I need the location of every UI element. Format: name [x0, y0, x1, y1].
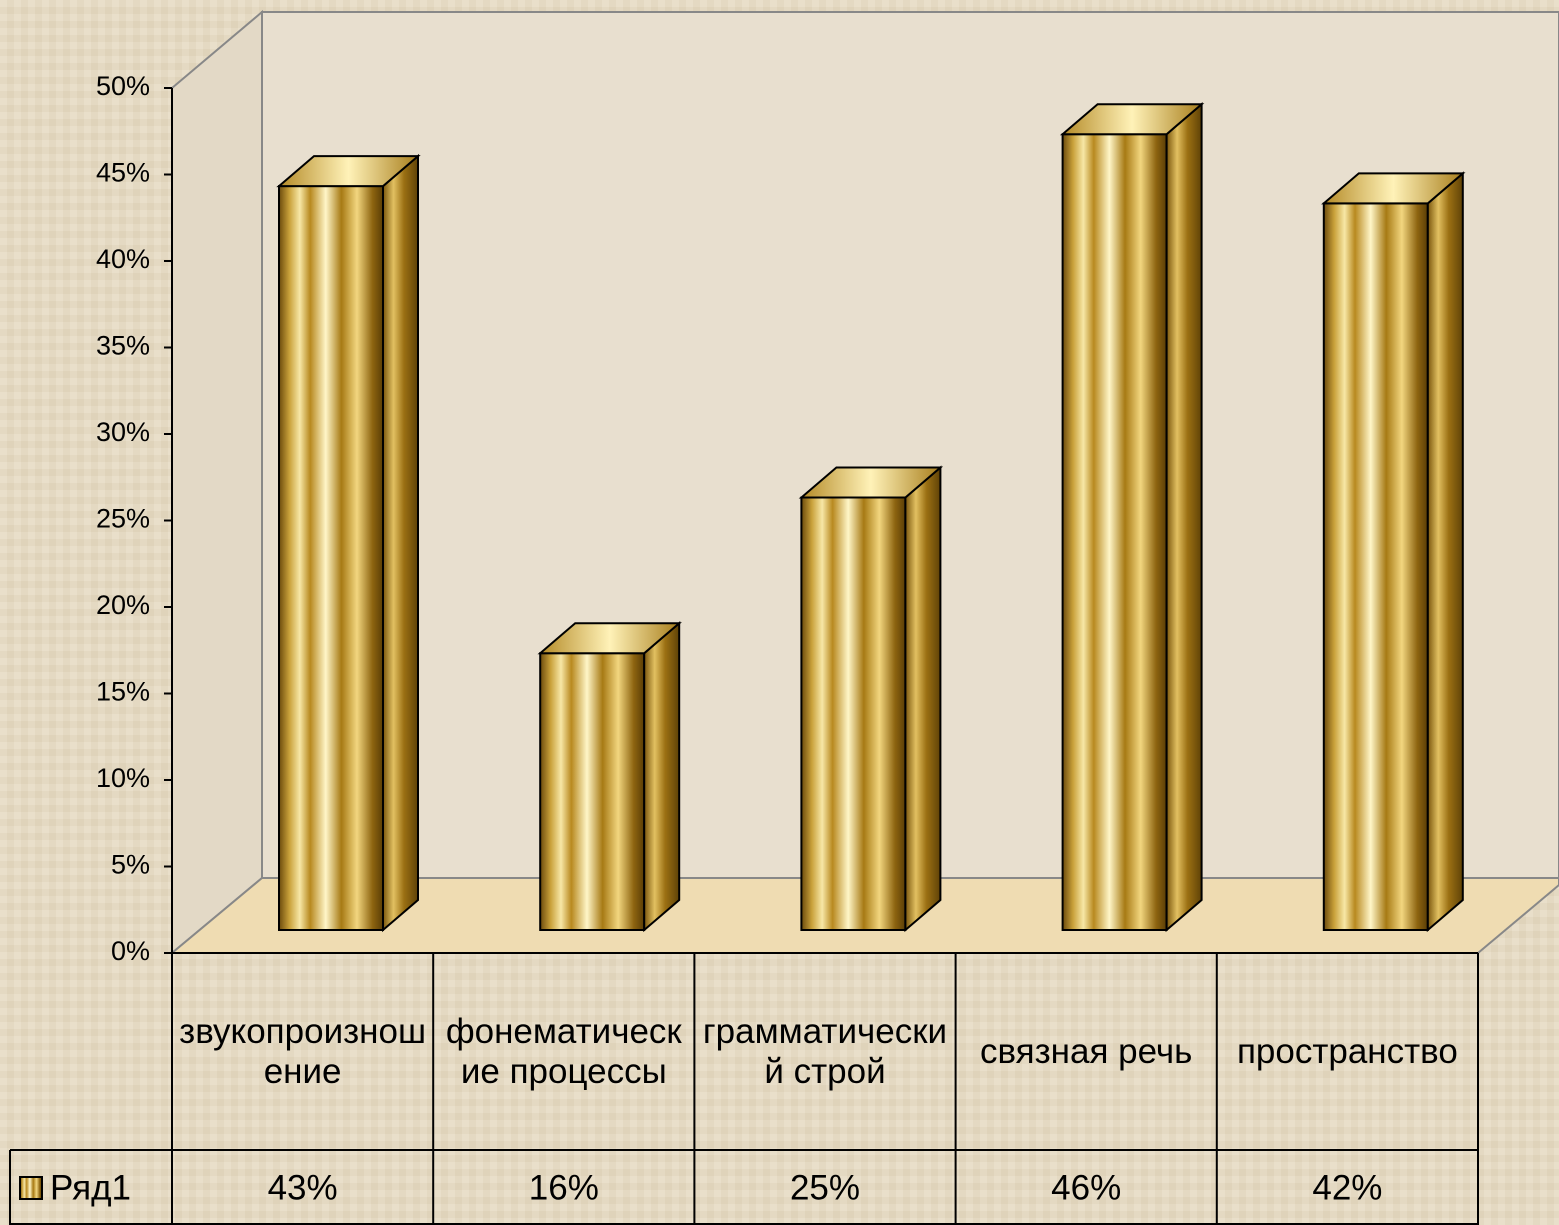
- value-label: 42%: [1312, 1168, 1382, 1207]
- bar-side: [904, 465, 942, 933]
- value-label: 43%: [268, 1168, 338, 1207]
- y-tick-label: 50%: [96, 71, 150, 101]
- bar: [798, 465, 944, 933]
- bar-front: [1322, 202, 1429, 931]
- bar-front: [1061, 133, 1168, 931]
- y-tick-label: 35%: [96, 331, 150, 361]
- bar-top: [537, 622, 682, 655]
- legend-label: Ряд1: [50, 1168, 131, 1207]
- bar-front: [539, 652, 646, 931]
- bar-side: [1426, 171, 1464, 933]
- y-tick-label: 0%: [111, 936, 150, 966]
- x-tick-label: фонематические процессы: [445, 1011, 682, 1091]
- x-tick-label: пространство: [1236, 1031, 1458, 1071]
- bar: [1059, 102, 1205, 933]
- legend-item: Ряд1: [19, 1168, 131, 1207]
- x-tick-cell: грамматический строй: [702, 1011, 948, 1091]
- x-tick-label: звукопроизношение: [179, 1011, 427, 1091]
- y-tick-label: 20%: [96, 590, 150, 620]
- legend-swatch: [19, 1176, 43, 1200]
- x-tick-cell: связная речь: [979, 1031, 1193, 1071]
- value-label: 25%: [790, 1168, 860, 1207]
- bar-side: [382, 153, 419, 933]
- bar-top: [1321, 172, 1466, 205]
- bar-top: [798, 466, 944, 499]
- x-tick-label: грамматический строй: [702, 1011, 948, 1091]
- value-label: 16%: [529, 1168, 599, 1207]
- y-tick-label: 5%: [111, 850, 150, 880]
- bar: [276, 153, 421, 933]
- bar: [537, 621, 682, 933]
- bar-front: [800, 496, 907, 931]
- x-tick-label: связная речь: [979, 1031, 1193, 1071]
- y-tick-label: 25%: [96, 504, 150, 534]
- bar-top: [276, 155, 421, 188]
- y-tick-label: 10%: [96, 763, 150, 793]
- x-tick-cell: фонематические процессы: [445, 1011, 682, 1091]
- bar-top: [1059, 103, 1205, 136]
- y-tick-label: 40%: [96, 244, 150, 274]
- x-tick-cell: пространство: [1236, 1031, 1458, 1071]
- value-label: 46%: [1051, 1168, 1121, 1207]
- bar-side: [1165, 102, 1203, 933]
- bar-side: [643, 621, 681, 933]
- y-tick-label: 30%: [96, 417, 150, 447]
- legend-icon: [19, 1176, 43, 1200]
- bar: [1321, 171, 1466, 933]
- y-tick-label: 45%: [96, 158, 150, 188]
- y-tick-label: 15%: [96, 677, 150, 707]
- bar-front: [278, 185, 384, 932]
- side-wall: [171, 9, 263, 956]
- x-tick-cell: звукопроизношение: [179, 1011, 427, 1091]
